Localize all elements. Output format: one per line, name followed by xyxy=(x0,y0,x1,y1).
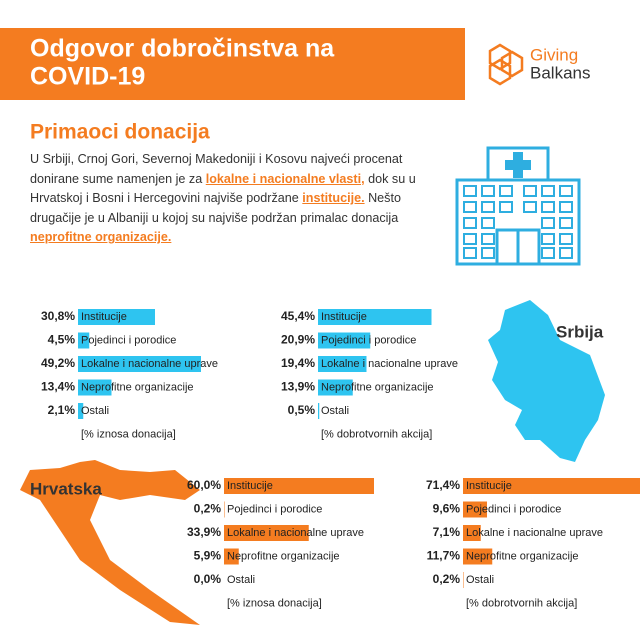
category-label: Institucije xyxy=(466,480,512,492)
value-label: 13,9% xyxy=(281,380,315,394)
category-label: Institucije xyxy=(321,311,367,323)
hospital-cross xyxy=(505,152,531,178)
category-label: Neprofitne organizacije xyxy=(81,381,194,393)
value-label: 2,1% xyxy=(48,403,76,417)
value-label: 0,0% xyxy=(194,572,222,586)
header-band xyxy=(0,28,465,100)
paragraph: U Srbiji, Crnoj Gori, Severnoj Makedonij… xyxy=(30,150,430,248)
section-title: Primaoci donacija xyxy=(30,121,210,144)
bar xyxy=(318,356,367,372)
value-label: 7,1% xyxy=(433,525,461,539)
value-label: 71,4% xyxy=(426,478,460,492)
bar xyxy=(224,548,239,565)
bar xyxy=(463,478,640,494)
bar xyxy=(463,525,481,541)
emphasis: lokalne i nacionalne vlasti, xyxy=(205,171,365,186)
bar xyxy=(78,332,90,349)
value-label: 11,7% xyxy=(427,549,461,563)
header-title: COVID-19 xyxy=(30,63,145,91)
value-label: 60,0% xyxy=(187,478,221,492)
paragraph-text: dok su u Hrvatskoj i Bosni i Hercegovini… xyxy=(30,171,416,206)
caption: [% dobrotvornih akcija] xyxy=(466,597,577,609)
logo-text: Giving xyxy=(530,45,578,64)
map-label: Srbija xyxy=(556,322,604,341)
value-label: 45,4% xyxy=(281,309,315,323)
category-label: Ostali xyxy=(81,405,109,417)
category-label: Institucije xyxy=(227,480,273,492)
emphasis: neprofitne organizacije. xyxy=(30,230,172,245)
bar xyxy=(78,309,155,325)
bar xyxy=(463,572,464,588)
bar xyxy=(318,379,353,396)
category-label: Neprofitne organizacije xyxy=(466,550,579,562)
bar xyxy=(78,356,201,372)
category-label: Ostali xyxy=(466,574,494,586)
value-label: 33,9% xyxy=(187,525,221,539)
value-label: 0,2% xyxy=(194,502,222,516)
logo-text: Balkans xyxy=(530,63,590,82)
category-label: Ostali xyxy=(227,574,255,586)
value-label: 20,9% xyxy=(281,333,315,347)
paragraph-text: Nešto drugačije je u Albaniji u kojoj su… xyxy=(30,191,401,225)
category-label: Neprofitne organizacije xyxy=(321,381,434,393)
bar xyxy=(224,525,309,541)
value-label: 0,2% xyxy=(433,572,461,586)
hospital-icon xyxy=(455,146,581,266)
category-label: Lokalne i nacionalne uprave xyxy=(227,527,364,539)
value-label: 13,4% xyxy=(41,380,75,394)
category-label: Ostali xyxy=(321,405,349,417)
value-label: 49,2% xyxy=(41,356,75,370)
bar xyxy=(318,403,320,419)
bar xyxy=(78,379,112,396)
caption: [% dobrotvornih akcija] xyxy=(321,428,432,440)
category-label: Pojedinci i porodice xyxy=(321,334,416,346)
category-label: Neprofitne organizacije xyxy=(227,550,340,562)
logo-icon xyxy=(488,43,524,86)
category-label: Pojedinci i porodice xyxy=(227,503,322,515)
category-label: Lokalne i nacionalne uprave xyxy=(466,527,603,539)
bar xyxy=(318,332,371,349)
map-croatia xyxy=(20,460,200,625)
bar xyxy=(463,501,487,518)
value-label: 30,8% xyxy=(41,309,75,323)
emphasis: institucije. xyxy=(302,191,365,206)
map-label: Hrvatska xyxy=(30,479,102,498)
map-serbia xyxy=(488,300,605,462)
category-label: Pojedinci i porodice xyxy=(466,503,561,515)
value-label: 5,9% xyxy=(194,549,222,563)
bar xyxy=(224,478,374,494)
header-title: Odgovor dobročinstva na xyxy=(30,35,335,63)
caption: [% iznosa donacija] xyxy=(227,597,322,609)
bar xyxy=(78,403,84,419)
bar xyxy=(463,548,493,565)
value-label: 4,5% xyxy=(48,333,76,347)
bar xyxy=(224,501,225,518)
bar xyxy=(318,309,432,325)
category-label: Lokalne i nacionalne uprave xyxy=(321,358,458,370)
value-label: 19,4% xyxy=(281,356,315,370)
category-label: Lokalne i nacionalne uprave xyxy=(81,358,218,370)
category-label: Pojedinci i porodice xyxy=(81,334,176,346)
paragraph-text: U Srbiji, Crnoj Gori, Severnoj Makedonij… xyxy=(30,152,403,186)
caption: [% iznosa donacija] xyxy=(81,428,176,440)
value-label: 0,5% xyxy=(288,403,316,417)
value-label: 9,6% xyxy=(433,502,461,516)
category-label: Institucije xyxy=(81,311,127,323)
